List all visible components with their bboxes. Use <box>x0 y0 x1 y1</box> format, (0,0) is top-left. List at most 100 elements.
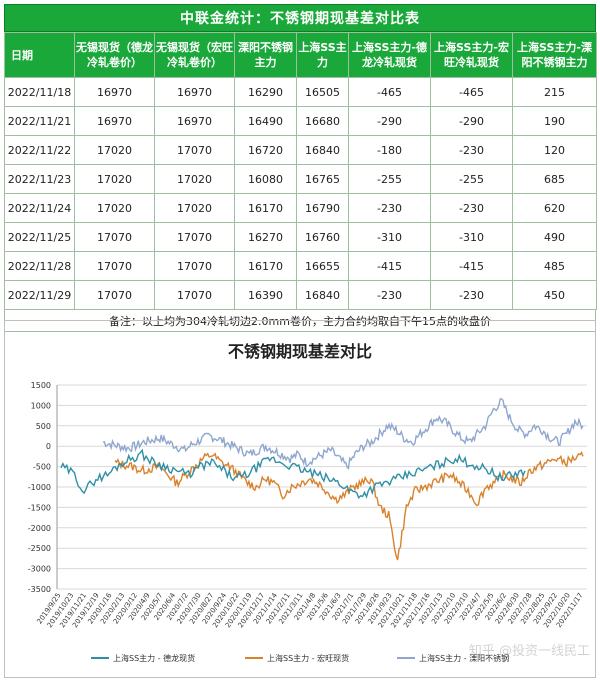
series-line <box>60 448 526 500</box>
table-cell: -230 <box>348 193 431 223</box>
y-tick-label: -500 <box>33 463 51 472</box>
header-cell: 上海SS主力-德龙冷轧现货 <box>348 32 431 78</box>
y-tick-label: 1000 <box>31 401 51 410</box>
table-cell: 17070 <box>74 251 155 281</box>
table-cell: 2022/11/24 <box>4 193 75 223</box>
table-cell: 2022/11/29 <box>4 280 75 310</box>
y-tick-label: -1500 <box>28 503 51 512</box>
header-cell: 上海SS主力-溧阳不锈钢主力 <box>512 32 597 78</box>
header-cell: 日期 <box>4 32 75 78</box>
table-cell: 17020 <box>154 193 235 223</box>
table-cell: 16765 <box>296 164 349 194</box>
table-cell: 450 <box>512 280 597 310</box>
table-cell: 2022/11/23 <box>4 164 75 194</box>
table-cell: -290 <box>430 106 513 136</box>
legend-label: 上海SS主力 - 宏旺现货 <box>267 653 349 663</box>
table-cell: -230 <box>430 193 513 223</box>
table-row: 2022/11/23 17020 17020 16080 16765 -255 -255 68… <box>4 164 597 194</box>
table-cell: 2022/11/21 <box>4 106 75 136</box>
y-tick-label: -2500 <box>28 544 51 553</box>
table-row: 2022/11/21 16970 16970 16490 16680 -290 -290 19… <box>4 106 597 136</box>
table-cell: 16655 <box>296 251 349 281</box>
table-cell: 16970 <box>154 77 235 107</box>
y-tick-label: 1500 <box>31 381 51 390</box>
table-cell: -230 <box>430 280 513 310</box>
table-cell: 16970 <box>74 77 155 107</box>
table-cell: 17020 <box>74 164 155 194</box>
header-cell: 上海SS主力 <box>296 32 349 78</box>
table-cell: 17020 <box>74 135 155 165</box>
table-cell: 16970 <box>154 106 235 136</box>
table-cell: -310 <box>348 222 431 252</box>
legend-label: 上海SS主力 - 德龙现货 <box>113 653 195 663</box>
table-cell: -255 <box>348 164 431 194</box>
table-cell: -415 <box>348 251 431 281</box>
series-line <box>114 450 584 561</box>
table-cell: -415 <box>430 251 513 281</box>
series-line <box>102 398 584 470</box>
table-cell: 490 <box>512 222 597 252</box>
table-cell: 17070 <box>74 280 155 310</box>
table-cell: 17020 <box>154 164 235 194</box>
table-cell: 16720 <box>234 135 297 165</box>
y-tick-label: 500 <box>36 422 51 431</box>
basis-table: 日期 无锡现货（德龙冷轧卷价） 无锡现货（宏旺冷轧卷价） 溧阳不锈钢主力 上海SS主力上… <box>4 32 597 310</box>
table-cell: 16170 <box>234 193 297 223</box>
table-cell: -180 <box>348 135 431 165</box>
table-cell: 2022/11/18 <box>4 77 75 107</box>
table-cell: 17070 <box>154 135 235 165</box>
basis-table-panel: 中联金统计：不锈钢期现基差对比表 日期 无锡现货（德龙冷轧卷价） 无锡现货（宏旺冷轧… <box>4 4 597 332</box>
table-cell: 2022/11/25 <box>4 222 75 252</box>
header-cell: 溧阳不锈钢主力 <box>234 32 297 78</box>
table-row: 2022/11/22 17020 17070 16720 16840 -180 -230 12… <box>4 135 597 165</box>
header-cell: 无锡现货（宏旺冷轧卷价） <box>154 32 235 78</box>
table-cell: 215 <box>512 77 597 107</box>
table-row: 2022/11/18 16970 16970 16290 16505 -465 -465 21… <box>4 77 597 107</box>
table-header-row: 日期 无锡现货（德龙冷轧卷价） 无锡现货（宏旺冷轧卷价） 溧阳不锈钢主力 上海SS主力上… <box>4 32 597 78</box>
table-cell: 17070 <box>74 222 155 252</box>
table-cell: 16290 <box>234 77 297 107</box>
table-cell: 17070 <box>154 222 235 252</box>
watermark: 知乎 @投资一线民工 <box>469 643 590 659</box>
table-cell: 16270 <box>234 222 297 252</box>
table-row: 2022/11/25 17070 17070 16270 16760 -310 -310 49… <box>4 222 597 252</box>
y-tick-label: -3000 <box>28 565 51 574</box>
y-tick-label: 0 <box>46 442 51 451</box>
table-cell: 17070 <box>154 251 235 281</box>
chart-svg: 不锈钢期现基差对比 1500 1000 500 0 -500 -1000 -1500 -2000… <box>28 342 590 663</box>
basis-chart: 不锈钢期现基差对比 1500 1000 500 0 -500 -1000 -1500 -2000… <box>4 320 596 678</box>
table-cell: 16080 <box>234 164 297 194</box>
header-cell: 无锡现货（德龙冷轧卷价） <box>74 32 155 78</box>
table-cell: 16760 <box>296 222 349 252</box>
table-cell: 2022/11/28 <box>4 251 75 281</box>
table-cell: -310 <box>430 222 513 252</box>
y-tick-label: -3500 <box>28 585 51 594</box>
table-cell: 17070 <box>154 280 235 310</box>
table-cell: -230 <box>348 280 431 310</box>
table-cell: 190 <box>512 106 597 136</box>
table-cell: -465 <box>430 77 513 107</box>
table-row: 2022/11/24 17020 17020 16170 16790 -230 -230 62… <box>4 193 597 223</box>
table-cell: -290 <box>348 106 431 136</box>
table-title: 中联金统计：不锈钢期现基差对比表 <box>4 4 596 32</box>
y-tick-label: -1000 <box>28 483 51 492</box>
table-cell: 485 <box>512 251 597 281</box>
table-cell: 120 <box>512 135 597 165</box>
table-cell: 16840 <box>296 280 349 310</box>
table-cell: 16790 <box>296 193 349 223</box>
table-cell: 16505 <box>296 77 349 107</box>
table-cell: 685 <box>512 164 597 194</box>
table-row: 2022/11/29 17070 17070 16390 16840 -230 -230 45… <box>4 280 597 310</box>
table-cell: 16170 <box>234 251 297 281</box>
table-cell: 16970 <box>74 106 155 136</box>
table-cell: 17020 <box>74 193 155 223</box>
table-cell: 16840 <box>296 135 349 165</box>
table-cell: -230 <box>430 135 513 165</box>
table-cell: 620 <box>512 193 597 223</box>
y-tick-label: -2000 <box>28 524 51 533</box>
table-cell: -255 <box>430 164 513 194</box>
chart-title: 不锈钢期现基差对比 <box>228 342 372 361</box>
table-cell: 16490 <box>234 106 297 136</box>
legend-label: 上海SS主力 - 溧阳不锈钢 <box>419 653 509 663</box>
table-cell: 16390 <box>234 280 297 310</box>
